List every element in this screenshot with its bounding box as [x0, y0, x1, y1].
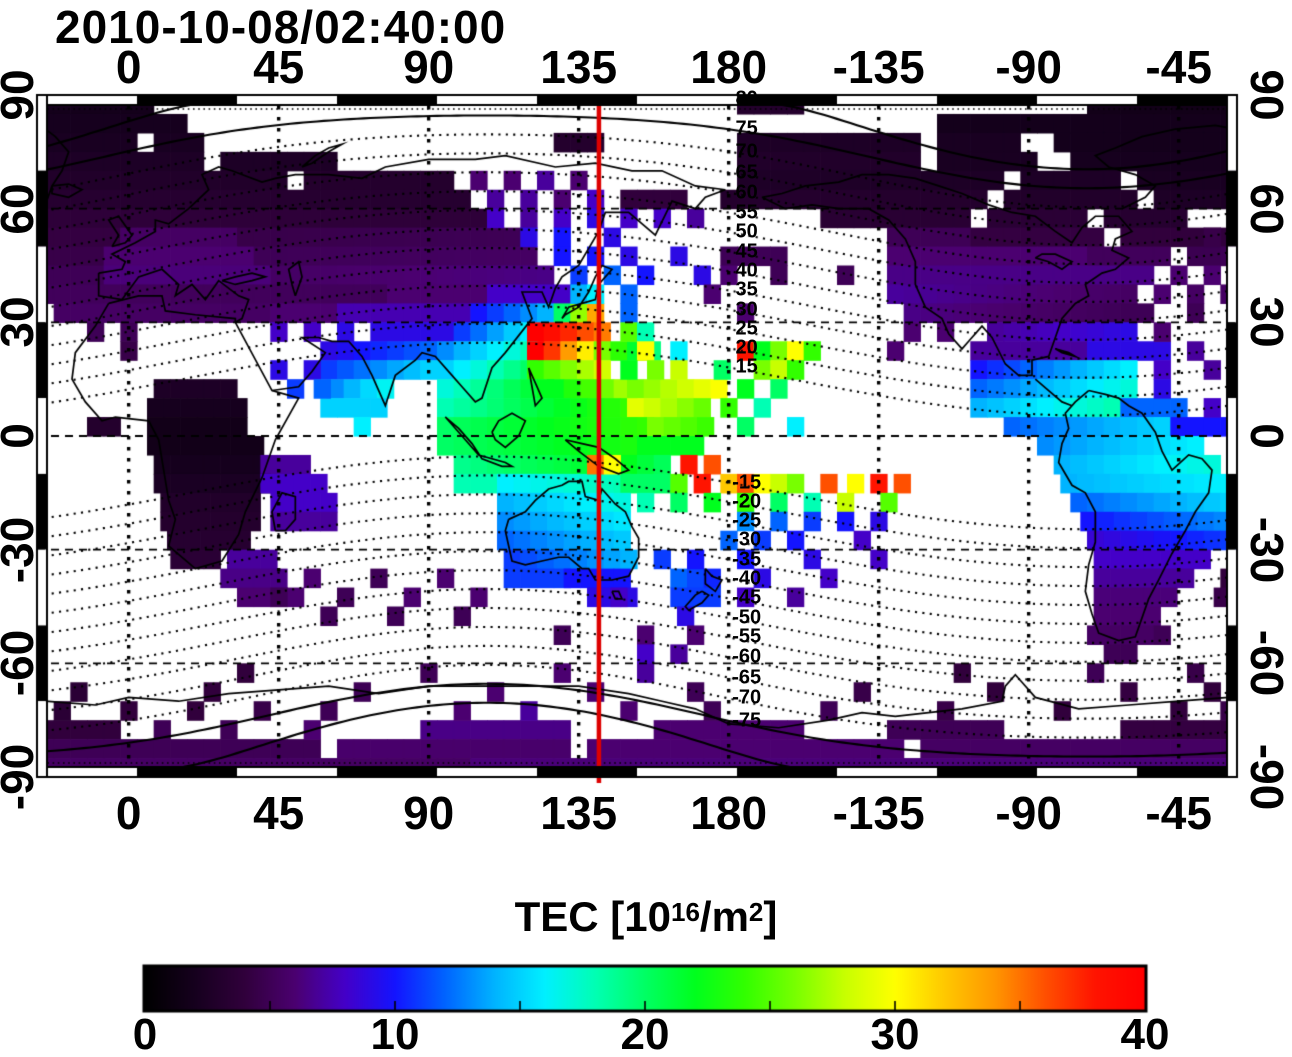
contour-label--40: -40: [732, 567, 762, 590]
bottom-axis-tick: -45: [1145, 787, 1212, 839]
contour-label-15: 15: [735, 355, 758, 378]
colorbar-tick: 40: [1120, 1010, 1170, 1057]
bottom-axis-tick: -90: [995, 787, 1062, 839]
top-axis-tick: 180: [690, 41, 768, 93]
top-axis-tick: 0: [115, 41, 142, 93]
left-axis-tick: 60: [0, 183, 43, 235]
bottom-axis-tick: 0: [115, 787, 142, 839]
top-axis-tick: 90: [403, 41, 455, 93]
top-axis-tick: -45: [1145, 41, 1212, 93]
bottom-axis-tick: 135: [540, 787, 618, 839]
top-axis-tick: 45: [253, 41, 305, 93]
left-axis-tick: -30: [0, 516, 43, 583]
contour-label-20: 20: [735, 336, 758, 359]
right-axis-tick: 60: [1241, 183, 1292, 235]
contour-label--45: -45: [732, 586, 762, 609]
colorbar-title-exponent2: 2: [748, 897, 764, 927]
bottom-axis-tick: 45: [253, 787, 305, 839]
contour-label-45: 45: [735, 240, 758, 263]
colorbar-tick: 10: [370, 1010, 420, 1057]
contour-label--20: -20: [732, 490, 762, 513]
bottom-axis-tick: -135: [832, 787, 925, 839]
contour-label--75: -75: [732, 709, 762, 732]
right-axis-tick: 30: [1241, 296, 1292, 348]
left-axis-tick: -60: [0, 630, 43, 697]
left-axis-tick: 0: [0, 423, 44, 449]
colorbar-tick: 30: [870, 1010, 920, 1057]
contour-label--35: -35: [732, 548, 762, 571]
contour-label-30: 30: [735, 298, 758, 321]
contour-label-35: 35: [735, 278, 758, 301]
contour-label-70: 70: [735, 140, 758, 163]
contour-label--70: -70: [732, 686, 762, 709]
colorbar-title-suffix: ]: [763, 893, 778, 940]
right-axis-tick: -30: [1241, 516, 1292, 583]
contour-label-80: 80: [735, 87, 758, 110]
top-axis-tick: -90: [995, 41, 1062, 93]
bottom-axis-tick: 90: [403, 787, 455, 839]
contour-label--55: -55: [732, 625, 762, 648]
colorbar-title: TEC [1016/m2]: [396, 893, 896, 941]
right-axis-tick: -60: [1241, 630, 1292, 697]
colorbar-tick: 20: [620, 1010, 670, 1057]
contour-label--30: -30: [732, 528, 762, 551]
right-axis-tick: 0: [1241, 423, 1292, 449]
colorbar-tick: 0: [132, 1010, 158, 1057]
left-axis-tick: 90: [0, 69, 43, 121]
colorbar-title-exponent: 16: [670, 897, 700, 927]
right-axis-tick: -90: [1241, 743, 1292, 811]
top-axis-tick: 135: [540, 41, 618, 93]
contour-label-75: 75: [735, 117, 758, 140]
left-axis-tick: -90: [0, 743, 43, 811]
contour-label--50: -50: [732, 606, 762, 629]
contour-label-50: 50: [735, 220, 758, 243]
contour-label-25: 25: [735, 317, 758, 340]
bottom-axis-tick: 180: [690, 787, 768, 839]
contour-label-55: 55: [735, 201, 758, 224]
top-axis-tick: -135: [832, 41, 925, 93]
colorbar-title-prefix: TEC [10: [514, 893, 671, 940]
contour-label--25: -25: [732, 509, 762, 532]
contour-label--65: -65: [732, 666, 762, 688]
contour-label--15: -15: [732, 471, 762, 494]
contour-label-40: 40: [735, 259, 758, 282]
contour-label--60: -60: [732, 645, 762, 668]
left-axis-tick: 30: [0, 296, 43, 348]
colorbar-title-mid: /m: [699, 893, 749, 940]
contour-label-65: 65: [735, 161, 758, 184]
contour-label-60: 60: [735, 181, 758, 204]
right-axis-tick: 90: [1241, 69, 1292, 121]
timestamp-title: 2010-10-08/02:40:00: [55, 1, 507, 53]
